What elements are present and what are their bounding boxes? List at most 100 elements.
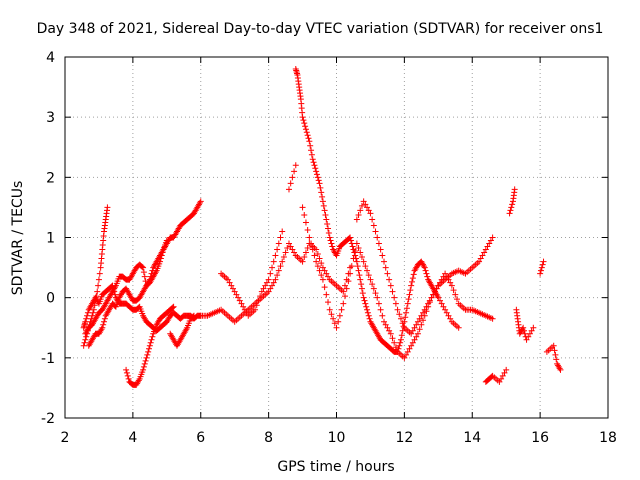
data-point (274, 272, 281, 279)
data-point (325, 225, 332, 232)
data-point (320, 202, 327, 209)
data-point (328, 240, 335, 247)
data-point (488, 373, 495, 380)
data-point (414, 318, 421, 325)
data-point (306, 138, 313, 145)
data-point (169, 304, 176, 311)
x-tick-label: 4 (128, 430, 137, 446)
data-point (358, 254, 365, 261)
data-point (326, 306, 333, 313)
data-point (318, 272, 325, 279)
data-point (375, 300, 382, 307)
data-point (311, 252, 318, 259)
data-point (408, 342, 415, 349)
data-points (80, 66, 564, 388)
data-point (520, 324, 527, 331)
data-point (270, 258, 277, 265)
data-point (289, 174, 296, 181)
data-point (324, 220, 331, 227)
data-point (426, 299, 433, 306)
data-point (521, 330, 528, 337)
data-point (539, 261, 546, 268)
data-point (316, 180, 323, 187)
data-point (552, 351, 559, 358)
data-point (484, 243, 491, 250)
data-point (358, 285, 365, 292)
data-point (409, 327, 416, 334)
data-point (319, 276, 326, 283)
data-point (287, 243, 294, 250)
data-point (345, 278, 352, 285)
data-point (370, 285, 377, 292)
data-point (365, 312, 372, 319)
data-point (399, 327, 406, 334)
data-point (336, 312, 343, 319)
data-point (343, 285, 350, 292)
data-point (146, 342, 153, 349)
data-point (389, 335, 396, 342)
series-s1 (80, 282, 204, 334)
data-point (353, 255, 360, 262)
data-point (387, 282, 394, 289)
data-point (94, 288, 101, 295)
data-point (292, 162, 299, 169)
data-point (381, 258, 388, 265)
data-point (144, 351, 151, 358)
data-point (402, 314, 409, 321)
data-point (381, 318, 388, 325)
data-point (379, 252, 386, 259)
data-point (369, 281, 376, 288)
data-point (414, 330, 421, 337)
data-point (403, 305, 410, 312)
series-s8 (292, 66, 462, 355)
data-point (145, 345, 152, 352)
data-point (157, 258, 164, 265)
data-point (262, 282, 269, 289)
data-point (123, 369, 130, 376)
x-tick-label: 2 (61, 430, 70, 446)
data-point (411, 324, 418, 331)
data-point (410, 271, 417, 278)
data-point (309, 246, 316, 253)
data-point (267, 270, 274, 277)
data-point (89, 309, 96, 316)
data-point (362, 263, 369, 270)
series-s2 (80, 204, 111, 349)
data-point (356, 272, 363, 279)
data-point (395, 345, 402, 352)
x-tick-label: 18 (599, 430, 617, 446)
data-point (409, 339, 416, 346)
data-point (408, 330, 415, 337)
data-point (382, 264, 389, 271)
data-point (284, 245, 291, 252)
data-point (359, 290, 366, 297)
data-point (275, 267, 282, 274)
data-point (316, 267, 323, 274)
data-point (377, 246, 384, 253)
data-point (421, 312, 428, 319)
data-point (313, 258, 320, 265)
data-point (353, 240, 360, 247)
data-point (538, 264, 545, 271)
data-point (321, 267, 328, 274)
data-point (100, 321, 107, 328)
y-tick-label: 4 (46, 50, 55, 66)
data-point (308, 151, 315, 158)
data-point (353, 216, 360, 223)
data-point (354, 263, 361, 270)
series-s3 (82, 198, 204, 337)
data-point (374, 234, 381, 241)
data-point (422, 267, 429, 274)
data-point (521, 327, 528, 334)
data-point (101, 318, 108, 325)
data-point (307, 142, 314, 149)
data-point (321, 207, 328, 214)
series-s5 (123, 303, 177, 388)
data-point (300, 117, 307, 124)
data-point (316, 255, 323, 262)
data-point (489, 315, 496, 322)
data-point (365, 272, 372, 279)
data-point (382, 321, 389, 328)
data-point (317, 184, 324, 191)
data-point (360, 198, 367, 205)
